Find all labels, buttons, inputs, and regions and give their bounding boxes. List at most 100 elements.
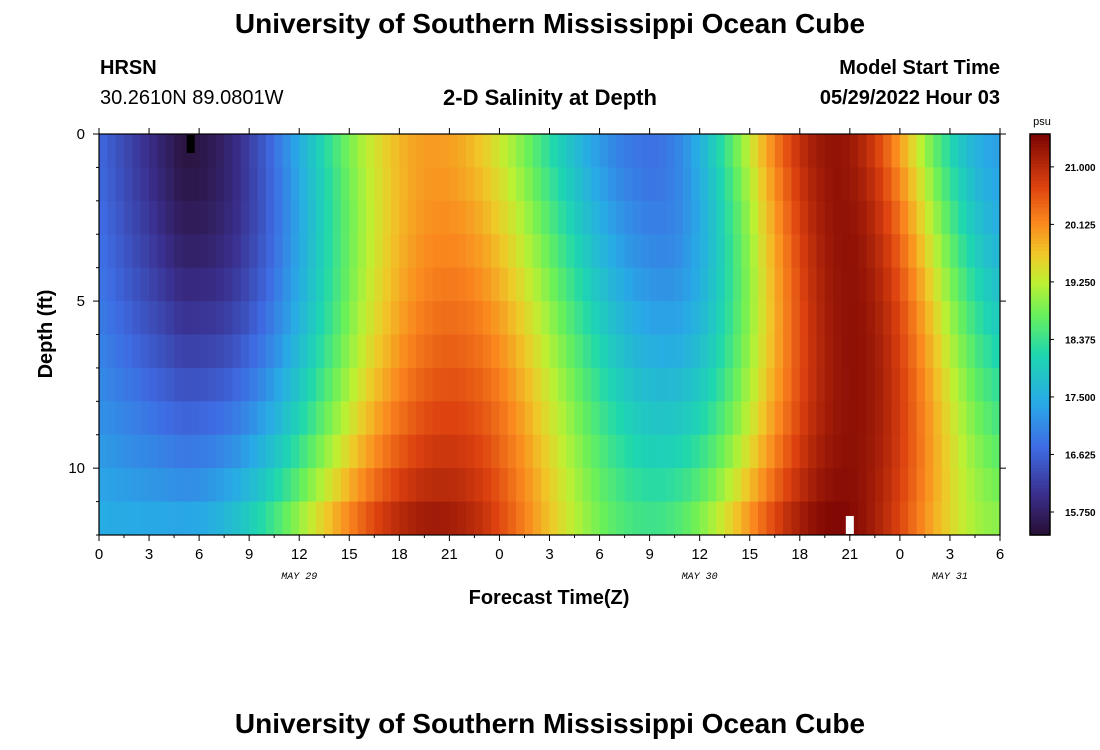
heatmap-cell xyxy=(357,200,367,235)
heatmap-cell xyxy=(424,334,434,369)
heatmap-cell xyxy=(432,267,442,302)
heatmap-cell xyxy=(766,367,776,402)
station-name: HRSN xyxy=(100,57,157,79)
heatmap-cell xyxy=(541,134,551,169)
heatmap-cell xyxy=(324,334,334,369)
heatmap-cell xyxy=(682,234,692,269)
heatmap-cell xyxy=(474,301,484,336)
heatmap-cell xyxy=(349,367,359,402)
colorbar-swatch xyxy=(1030,287,1050,292)
heatmap-cell xyxy=(983,234,993,269)
heatmap-cell xyxy=(399,468,409,503)
heatmap-cell xyxy=(883,301,893,336)
heatmap-cell xyxy=(924,234,934,269)
heatmap-cell xyxy=(265,468,275,503)
heatmap-cell xyxy=(883,167,893,202)
heatmap-cell xyxy=(165,301,175,336)
heatmap-cell xyxy=(741,301,751,336)
heatmap-cell xyxy=(582,434,592,469)
heatmap-cell xyxy=(365,200,375,235)
heatmap-cell xyxy=(457,334,467,369)
colorbar-swatch xyxy=(1030,371,1050,376)
heatmap-cell xyxy=(749,267,759,302)
heatmap-cell xyxy=(541,234,551,269)
heatmap-cell xyxy=(699,134,709,169)
heatmap-cell xyxy=(916,200,926,235)
heatmap-cell xyxy=(165,134,175,169)
heatmap-cell xyxy=(766,401,776,436)
heatmap-cell xyxy=(441,367,450,402)
heatmap-cell xyxy=(883,468,893,503)
heatmap-cell xyxy=(874,334,884,369)
colorbar-swatch xyxy=(1030,464,1050,469)
heatmap-cell xyxy=(224,301,234,336)
heatmap-cell xyxy=(708,134,717,169)
heatmap-cell xyxy=(466,301,476,336)
heatmap-cell xyxy=(549,434,559,469)
heatmap-cell xyxy=(499,501,509,535)
colorbar-swatch xyxy=(1030,454,1050,459)
heatmap-cell xyxy=(324,501,334,535)
x-tick-label: 3 xyxy=(545,546,553,563)
heatmap-cell xyxy=(449,468,459,503)
heatmap-cell xyxy=(916,401,926,436)
heatmap-cell xyxy=(324,234,334,269)
heatmap-cell xyxy=(441,167,450,202)
heatmap-cell xyxy=(816,234,826,269)
heatmap-cell xyxy=(132,468,142,503)
heatmap-cell xyxy=(199,468,209,503)
x-axis-label: Forecast Time(Z) xyxy=(469,587,630,609)
heatmap-cell xyxy=(207,334,217,369)
heatmap-cell xyxy=(207,234,217,269)
heatmap-cell xyxy=(916,367,926,402)
heatmap-cell xyxy=(858,200,868,235)
heatmap-cell xyxy=(365,301,375,336)
heatmap-cell xyxy=(532,367,542,402)
heatmap-cell xyxy=(249,501,259,535)
heatmap-cell xyxy=(582,200,592,235)
colorbar-swatch xyxy=(1030,337,1050,342)
heatmap-cell xyxy=(449,167,459,202)
heatmap-cell xyxy=(582,468,592,503)
heatmap-cell xyxy=(99,468,108,503)
heatmap-cell xyxy=(983,401,993,436)
heatmap-cell xyxy=(916,501,926,535)
heatmap-cell xyxy=(641,434,651,469)
heatmap-cell xyxy=(741,134,751,169)
heatmap-cell xyxy=(140,401,150,436)
heatmap-cell xyxy=(616,401,626,436)
heatmap-cell xyxy=(866,267,876,302)
heatmap-cell xyxy=(449,134,459,169)
heatmap-cell xyxy=(224,234,234,269)
heatmap-cell xyxy=(557,167,567,202)
colorbar-swatch xyxy=(1030,200,1050,205)
heatmap-cell xyxy=(958,367,968,402)
heatmap-cell xyxy=(532,501,542,535)
heatmap-cell xyxy=(883,401,893,436)
heatmap-cell xyxy=(749,434,759,469)
heatmap-cell xyxy=(808,401,818,436)
heatmap-cell xyxy=(824,267,834,302)
heatmap-cell xyxy=(307,468,317,503)
heatmap-cell xyxy=(824,167,834,202)
heatmap-cell xyxy=(390,301,400,336)
heatmap-cell xyxy=(315,334,325,369)
heatmap-cell xyxy=(207,167,217,202)
heatmap-cell xyxy=(449,334,459,369)
colorbar-swatch xyxy=(1030,257,1050,262)
heatmap-cell xyxy=(791,434,801,469)
heatmap-cell xyxy=(624,167,634,202)
heatmap-cell xyxy=(557,401,567,436)
colorbar-swatch xyxy=(1030,387,1050,392)
heatmap-cell xyxy=(207,468,217,503)
heatmap-cell xyxy=(699,301,709,336)
heatmap-cell xyxy=(666,234,676,269)
heatmap-cell xyxy=(933,501,943,535)
heatmap-cell xyxy=(224,401,234,436)
heatmap-cell xyxy=(691,301,701,336)
heatmap-cell xyxy=(682,200,692,235)
heatmap-cell xyxy=(365,234,375,269)
x-tick-label: 6 xyxy=(595,546,603,563)
heatmap-cell xyxy=(899,367,909,402)
heatmap-cell xyxy=(124,468,133,503)
